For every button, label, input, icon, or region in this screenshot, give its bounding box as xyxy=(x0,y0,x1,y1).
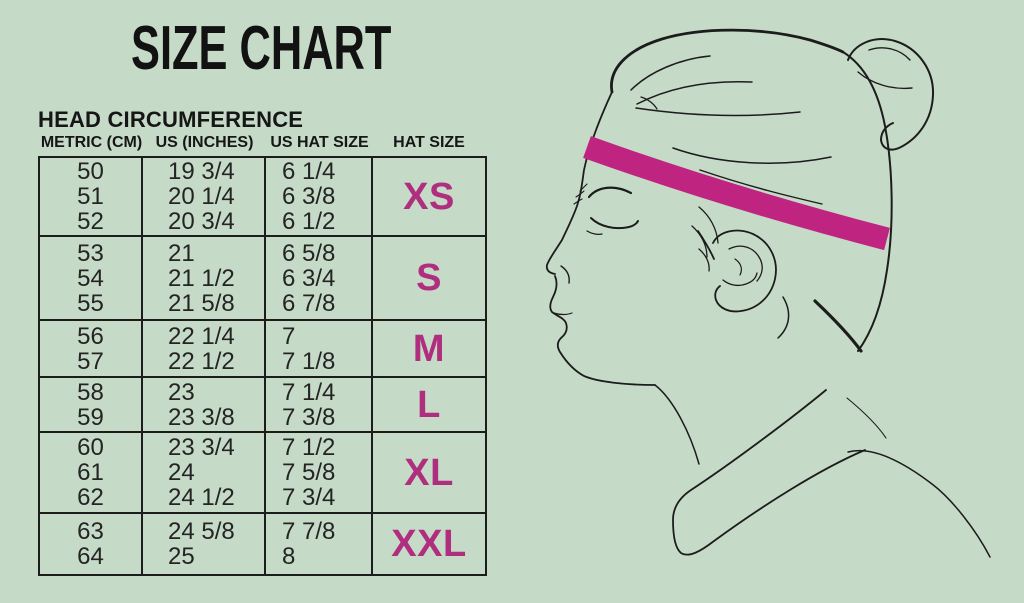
cell-us-inches: 23 3/4 24 24 1/2 xyxy=(143,433,266,512)
table-row: 50 51 52 19 3/4 20 1/4 20 3/4 6 1/4 6 3/8 … xyxy=(40,158,485,235)
cell-metric-cm-text: 60 61 62 xyxy=(77,434,104,511)
cell-us-inches: 19 3/4 20 1/4 20 3/4 xyxy=(143,158,266,235)
cell-us-inches: 24 5/8 25 xyxy=(143,514,266,574)
column-headers: METRIC (CM) US (INCHES) US HAT SIZE HAT … xyxy=(40,134,485,152)
page-title: SIZE CHART xyxy=(131,14,392,83)
cell-us-inches-text: 23 3/4 24 24 1/2 xyxy=(168,434,235,511)
cell-us-hat-size-text: 6 1/4 6 3/8 6 1/2 xyxy=(282,158,336,235)
cell-metric-cm: 56 57 xyxy=(40,321,143,376)
face-strokes xyxy=(545,91,656,386)
cell-hat-size-label: XS xyxy=(373,158,485,235)
cell-hat-size-label-text: XXL xyxy=(391,523,467,565)
cell-metric-cm-text: 58 59 xyxy=(77,378,104,431)
table-subtitle: HEAD CIRCUMFERENCE xyxy=(38,107,304,132)
table-row: 58 59 23 23 3/8 7 1/4 7 3/8 L xyxy=(40,376,485,431)
measuring-band xyxy=(583,136,890,251)
column-header-us-inches: US (INCHES) xyxy=(155,134,254,151)
hair-strokes xyxy=(610,28,935,353)
head-profile-measuring-band-icon xyxy=(545,28,991,558)
cell-metric-cm-text: 63 64 xyxy=(77,518,104,570)
cell-us-hat-size-text: 6 5/8 6 3/4 6 7/8 xyxy=(282,239,336,317)
cell-us-hat-size: 6 1/4 6 3/8 6 1/2 xyxy=(266,158,373,235)
table-row: 63 64 24 5/8 25 7 7/8 8 XXL xyxy=(40,512,485,574)
cell-us-hat-size: 7 1/2 7 5/8 7 3/4 xyxy=(266,433,373,512)
cell-us-inches: 22 1/4 22 1/2 xyxy=(143,321,266,376)
column-header-us-hat-size: US HAT SIZE xyxy=(270,134,369,151)
cell-us-hat-size-text: 7 1/2 7 5/8 7 3/4 xyxy=(282,434,336,511)
cell-us-hat-size-text: 7 7 1/8 xyxy=(282,322,336,375)
cell-us-hat-size: 7 1/4 7 3/8 xyxy=(266,378,373,431)
cell-us-hat-size: 6 5/8 6 3/4 6 7/8 xyxy=(266,237,373,319)
cell-metric-cm-text: 50 51 52 xyxy=(77,158,104,235)
cell-metric-cm-text: 53 54 55 xyxy=(77,239,104,317)
cell-us-hat-size-text: 7 1/4 7 3/8 xyxy=(282,378,336,431)
cell-metric-cm: 53 54 55 xyxy=(40,237,143,319)
neck-collar-strokes xyxy=(654,384,991,558)
cell-hat-size-label: XL xyxy=(373,433,485,512)
cell-us-inches-text: 24 5/8 25 xyxy=(168,518,235,570)
cell-us-inches-text: 19 3/4 20 1/4 20 3/4 xyxy=(168,158,235,235)
cell-hat-size-label: S xyxy=(373,237,485,319)
cell-metric-cm: 63 64 xyxy=(40,514,143,574)
table-row: 60 61 62 23 3/4 24 24 1/2 7 1/2 7 5/8 7 3/… xyxy=(40,431,485,512)
column-header-hat-size: HAT SIZE xyxy=(393,134,465,151)
cell-us-inches: 23 23 3/8 xyxy=(143,378,266,431)
size-table: 50 51 52 19 3/4 20 1/4 20 3/4 6 1/4 6 3/8 … xyxy=(38,156,487,576)
cell-us-inches-text: 22 1/4 22 1/2 xyxy=(168,322,235,375)
cell-metric-cm: 60 61 62 xyxy=(40,433,143,512)
cell-hat-size-label-text: L xyxy=(417,383,441,426)
column-header-metric-cm: METRIC (CM) xyxy=(40,134,143,151)
cell-hat-size-label-text: XS xyxy=(403,175,455,218)
cell-hat-size-label: XXL xyxy=(373,514,485,574)
cell-us-inches-text: 23 23 3/8 xyxy=(168,378,235,431)
cell-hat-size-label: M xyxy=(373,321,485,376)
cell-us-inches-text: 21 21 1/2 21 5/8 xyxy=(168,239,235,317)
ear-strokes xyxy=(697,229,790,339)
cell-us-hat-size: 7 7/8 8 xyxy=(266,514,373,574)
cell-hat-size-label-text: XL xyxy=(404,451,454,494)
table-row: 56 57 22 1/4 22 1/2 7 7 1/8 M xyxy=(40,319,485,376)
cell-hat-size-label-text: S xyxy=(416,257,442,299)
cell-metric-cm: 50 51 52 xyxy=(40,158,143,235)
cell-us-inches: 21 21 1/2 21 5/8 xyxy=(143,237,266,319)
cell-hat-size-label-text: M xyxy=(412,327,446,370)
cell-metric-cm-text: 56 57 xyxy=(77,322,104,375)
cell-us-hat-size-text: 7 7/8 8 xyxy=(282,518,336,570)
cell-us-hat-size: 7 7 1/8 xyxy=(266,321,373,376)
cell-hat-size-label: L xyxy=(373,378,485,431)
table-row: 53 54 55 21 21 1/2 21 5/8 6 5/8 6 3/4 6 7/… xyxy=(40,235,485,319)
cell-metric-cm: 58 59 xyxy=(40,378,143,431)
